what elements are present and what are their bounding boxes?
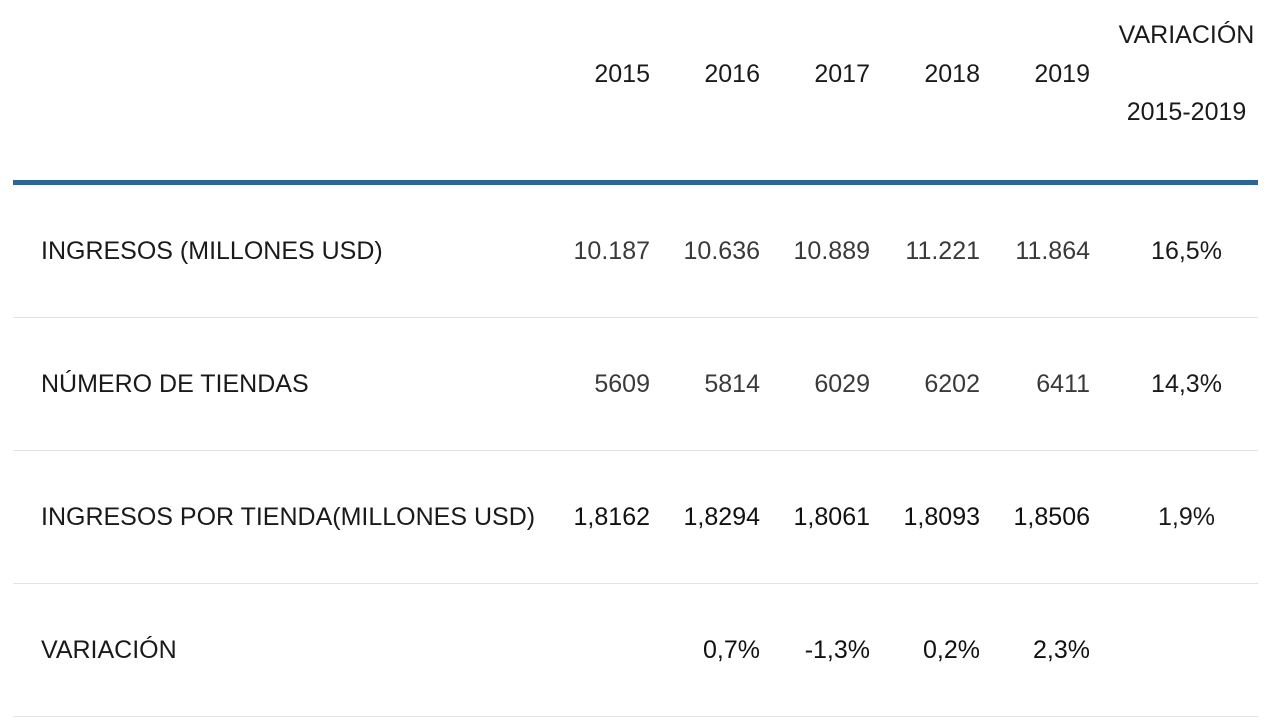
row-label: INGRESOS (MILLONES USD) xyxy=(41,237,383,265)
table-cell: 6029 xyxy=(814,370,870,398)
table-cell: 6202 xyxy=(924,370,980,398)
variation-header-title: VARIACIÓN xyxy=(1118,21,1255,49)
table-cell: 1,8061 xyxy=(793,503,870,531)
year-header-2015: 2015 xyxy=(594,60,650,88)
table-cell: 2,3% xyxy=(1033,636,1090,664)
table-cell: 6411 xyxy=(1036,370,1090,398)
table-cell: 1,8093 xyxy=(903,503,980,531)
year-header-2016: 2016 xyxy=(704,60,760,88)
variation-cell: 16,5% xyxy=(1151,237,1222,265)
table-cell: 11.221 xyxy=(905,237,980,265)
table-cell: 10.889 xyxy=(793,237,870,265)
table-cell: -1,3% xyxy=(804,636,870,664)
table-row-ingresos-por-tienda: INGRESOS POR TIENDA(MILLONES USD) 1,8162… xyxy=(13,451,1258,584)
table-row-variacion: VARIACIÓN 0,7% -1,3% 0,2% 2,3% xyxy=(13,584,1258,717)
table-row-tiendas: NÚMERO DE TIENDAS 5609 5814 6029 6202 64… xyxy=(13,318,1258,451)
table-cell: 10.636 xyxy=(683,237,760,265)
row-label: NÚMERO DE TIENDAS xyxy=(41,370,309,398)
table-header: 2015 2016 2017 2018 2019 VARIACIÓN 2015-… xyxy=(13,0,1258,185)
variation-cell: 14,3% xyxy=(1151,370,1222,398)
variation-cell: 1,9% xyxy=(1158,503,1215,531)
data-table: 2015 2016 2017 2018 2019 VARIACIÓN 2015-… xyxy=(13,0,1258,717)
year-header-2019: 2019 xyxy=(1034,60,1090,88)
table-cell: 10.187 xyxy=(573,237,650,265)
table-cell: 0,7% xyxy=(703,636,760,664)
table-cell: 5609 xyxy=(594,370,650,398)
table-cell: 1,8506 xyxy=(1013,503,1090,531)
table-cell: 1,8294 xyxy=(683,503,760,531)
table-cell: 1,8162 xyxy=(573,503,650,531)
row-label: INGRESOS POR TIENDA(MILLONES USD) xyxy=(41,503,536,531)
year-header-2018: 2018 xyxy=(924,60,980,88)
table-row-ingresos: INGRESOS (MILLONES USD) 10.187 10.636 10… xyxy=(13,185,1258,318)
table-cell: 5814 xyxy=(704,370,760,398)
year-header-2017: 2017 xyxy=(814,60,870,88)
table-cell: 11.864 xyxy=(1015,237,1090,265)
row-label: VARIACIÓN xyxy=(41,636,177,664)
variation-header-range: 2015-2019 xyxy=(1126,98,1247,126)
table-cell: 0,2% xyxy=(923,636,980,664)
